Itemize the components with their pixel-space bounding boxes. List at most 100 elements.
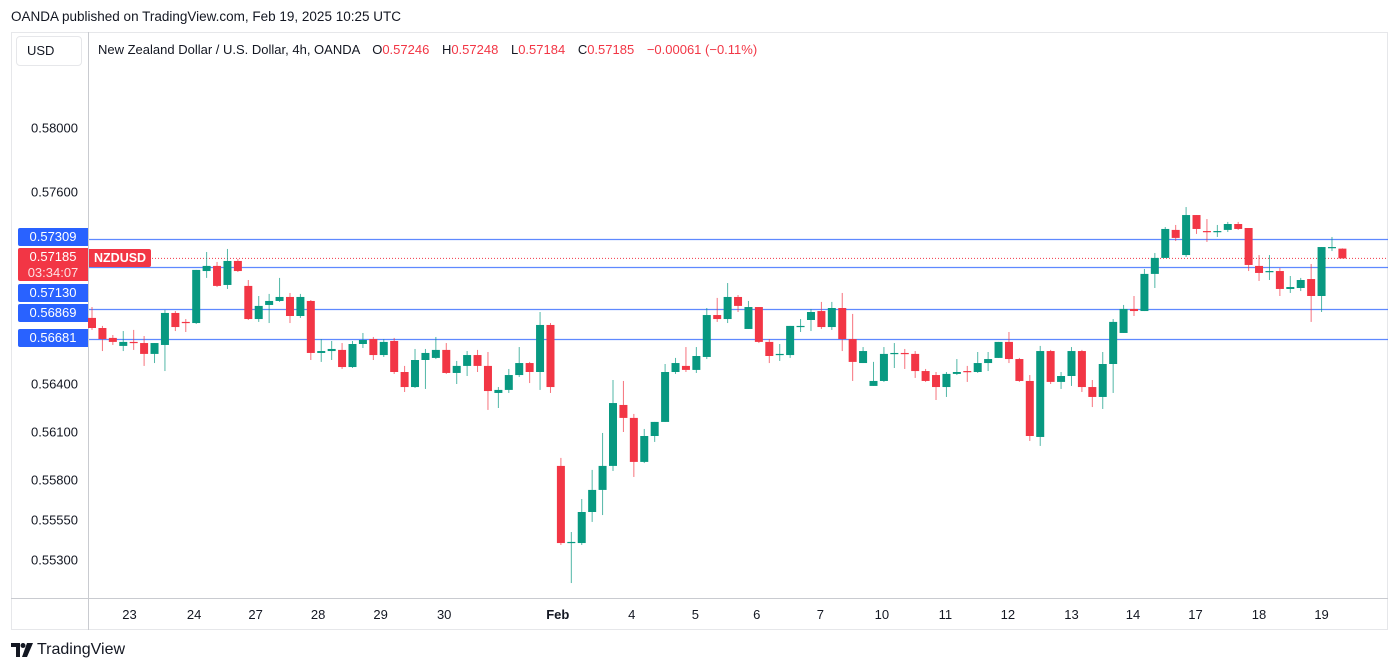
tradingview-logo[interactable]: TradingView (11, 641, 125, 659)
candle-body (754, 307, 763, 342)
time-tick-label: 13 (1064, 607, 1078, 622)
bullish-candle (1119, 304, 1128, 333)
bullish-candle (452, 360, 461, 384)
bearish-candle (1275, 268, 1284, 296)
candle-body (213, 265, 222, 286)
candle-body (265, 300, 274, 305)
candle-body (88, 317, 96, 328)
bearish-candle (817, 301, 826, 329)
candle-body (1223, 224, 1232, 230)
candle-body (244, 285, 253, 320)
candle-body (525, 363, 534, 372)
candle-body (1213, 231, 1222, 233)
legend-close: 0.57185 (587, 42, 635, 57)
published-caption: OANDA published on TradingView.com, Feb … (11, 9, 401, 24)
candle-body (348, 344, 357, 368)
candle-body (661, 372, 670, 422)
candle-body (1057, 376, 1066, 382)
candle-body (1286, 287, 1295, 289)
candle-body (494, 389, 503, 393)
bullish-candle (859, 347, 868, 364)
time-tick-label: 19 (1314, 607, 1328, 622)
bearish-candle (1338, 248, 1347, 259)
bullish-candle (827, 301, 836, 330)
bullish-candle (265, 293, 274, 324)
candle-body (1025, 380, 1034, 436)
bullish-candle (661, 364, 670, 422)
candle-body (650, 421, 659, 436)
time-tick-label: 29 (373, 607, 387, 622)
bullish-candle (1057, 372, 1066, 389)
legend-title: New Zealand Dollar / U.S. Dollar, 4h, OA… (98, 42, 360, 57)
bullish-candle (536, 312, 545, 390)
time-tick-label: 30 (437, 607, 451, 622)
candle-body (119, 341, 128, 346)
currency-button[interactable]: USD (16, 36, 82, 66)
time-tick-label: 4 (628, 607, 635, 622)
candle-body (1046, 351, 1055, 382)
candle-body (1140, 273, 1149, 312)
bullish-candle (1265, 255, 1274, 280)
price-tick-label: 0.55550 (31, 513, 78, 528)
candle-body (338, 349, 347, 368)
candle-body (952, 372, 961, 374)
bullish-candle (806, 308, 815, 332)
candle-body (775, 353, 784, 356)
bullish-candle (494, 387, 503, 408)
candle-body (827, 308, 836, 328)
candle-body (640, 436, 649, 462)
candle-body (129, 341, 138, 344)
candle-body (1077, 351, 1086, 388)
candle-body (556, 465, 565, 544)
bearish-candle (619, 380, 628, 432)
bearish-candle (442, 343, 451, 374)
chart-frame (11, 32, 1388, 630)
bearish-candle (483, 352, 492, 410)
bullish-candle (515, 347, 524, 377)
candle-body (567, 541, 576, 544)
bearish-candle (213, 261, 222, 288)
candle-body (1150, 257, 1159, 274)
candle-body (150, 343, 159, 354)
candle-body (942, 373, 951, 388)
bearish-candle (400, 365, 409, 392)
candle-body (973, 363, 982, 372)
bullish-candle (296, 293, 305, 318)
candle-body (504, 375, 513, 390)
bullish-candle (577, 499, 586, 545)
time-tick-label: 18 (1252, 607, 1266, 622)
bearish-candle (765, 339, 774, 364)
candle-body (1192, 215, 1201, 229)
bearish-candle (1244, 228, 1253, 272)
bearish-candle (1234, 221, 1243, 230)
bullish-candle (1067, 347, 1076, 386)
level-tag: 0.57309 (18, 228, 88, 246)
symbol-tag: NZDUSD (89, 249, 152, 267)
bearish-candle (1025, 375, 1034, 441)
bullish-candle (1036, 345, 1045, 446)
candle-body (1244, 228, 1253, 265)
bullish-candle (1161, 227, 1170, 258)
candle-body (369, 339, 378, 356)
candle-body (140, 343, 149, 354)
bearish-candle (306, 300, 315, 360)
price-tick-label: 0.57600 (31, 185, 78, 200)
candle-body (431, 349, 440, 358)
level-tag: 0.56869 (18, 304, 88, 322)
candle-body (1265, 271, 1274, 273)
brand-name: TradingView (37, 641, 126, 658)
bearish-candle (1130, 296, 1138, 316)
bullish-candle (223, 248, 232, 289)
bearish-candle (1171, 224, 1180, 241)
legend-open: 0.57246 (382, 42, 430, 57)
candle-body (285, 296, 294, 316)
bullish-candle (160, 309, 169, 372)
bullish-candle (775, 344, 784, 361)
candle-body (192, 269, 201, 324)
bullish-candle (1296, 277, 1305, 292)
candle-body (108, 337, 117, 342)
time-tick-label: 28 (311, 607, 325, 622)
candle-body (1338, 248, 1347, 259)
candle-body (160, 312, 169, 345)
